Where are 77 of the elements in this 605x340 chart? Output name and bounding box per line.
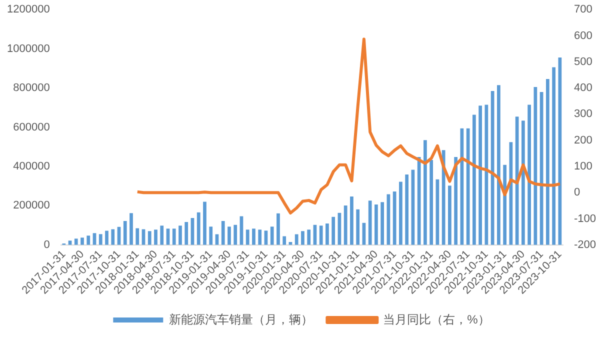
bar xyxy=(534,87,538,245)
bar xyxy=(478,106,482,245)
bar xyxy=(136,228,140,245)
bar xyxy=(448,186,452,245)
bar xyxy=(148,231,152,245)
y2-tick-label: 300 xyxy=(574,108,592,120)
bar xyxy=(86,236,90,245)
y-tick-label: 1000000 xyxy=(6,42,50,55)
bar xyxy=(332,216,336,245)
bar xyxy=(160,226,164,245)
y-tick-label: 200000 xyxy=(13,200,50,212)
bar xyxy=(552,67,556,245)
bar xyxy=(380,202,384,245)
y-tick-label: 600000 xyxy=(13,121,50,134)
y2-tick-label: -200 xyxy=(574,238,596,251)
y2-tick-label: 400 xyxy=(574,82,592,94)
bar xyxy=(497,85,500,245)
bar xyxy=(294,234,298,245)
bar xyxy=(558,57,562,245)
bar xyxy=(399,182,402,245)
bar xyxy=(405,174,409,245)
y-tick-label: 400000 xyxy=(13,160,50,172)
y2-tick-label: 600 xyxy=(574,30,592,42)
bar xyxy=(442,150,446,245)
bar xyxy=(326,224,329,245)
bar xyxy=(368,200,372,245)
bar xyxy=(546,79,550,245)
bar xyxy=(203,202,206,245)
bar xyxy=(374,204,378,245)
bar xyxy=(430,160,434,245)
bar xyxy=(196,212,200,245)
legend-label: 新能源汽车销量（月，辆） xyxy=(169,312,314,326)
y2-tick-label: 500 xyxy=(574,56,592,68)
bar xyxy=(252,228,256,245)
y-tick-label: 1200000 xyxy=(6,4,50,16)
bar xyxy=(221,220,225,245)
bar xyxy=(172,228,176,245)
bar xyxy=(509,142,513,245)
bar xyxy=(154,230,158,245)
bar xyxy=(74,238,78,245)
bar xyxy=(344,205,348,245)
bar xyxy=(80,238,84,245)
bar xyxy=(454,157,458,245)
bar xyxy=(319,226,323,245)
bar xyxy=(301,231,304,245)
bar xyxy=(307,230,311,245)
y-tick-label: 0 xyxy=(44,238,50,251)
y2-tick-label: 700 xyxy=(574,4,592,16)
bar xyxy=(105,230,108,245)
bar xyxy=(258,230,262,245)
y2-tick-label: 200 xyxy=(574,134,592,146)
bar xyxy=(276,213,280,245)
bar xyxy=(123,220,127,245)
bar xyxy=(356,209,360,245)
bar xyxy=(234,224,238,245)
bar xyxy=(528,104,531,245)
bar xyxy=(424,140,427,245)
bar xyxy=(417,157,421,245)
bar xyxy=(350,196,354,245)
bar xyxy=(521,120,525,245)
bar xyxy=(282,236,286,245)
bar xyxy=(472,114,476,245)
bar xyxy=(209,226,213,245)
bar xyxy=(392,192,396,245)
bar xyxy=(111,229,115,245)
bar xyxy=(270,226,274,245)
y2-tick-label: -100 xyxy=(574,212,596,225)
y2-tick-label: 0 xyxy=(574,186,580,199)
bar xyxy=(228,226,231,245)
bar xyxy=(98,234,102,245)
y-tick-label: 800000 xyxy=(13,82,50,94)
legend-label: 当月同比（右，%） xyxy=(383,312,490,326)
bar xyxy=(184,222,188,245)
bar xyxy=(178,226,182,245)
y2-tick-label: 100 xyxy=(574,160,592,172)
bar xyxy=(130,213,133,245)
bar xyxy=(246,230,250,245)
